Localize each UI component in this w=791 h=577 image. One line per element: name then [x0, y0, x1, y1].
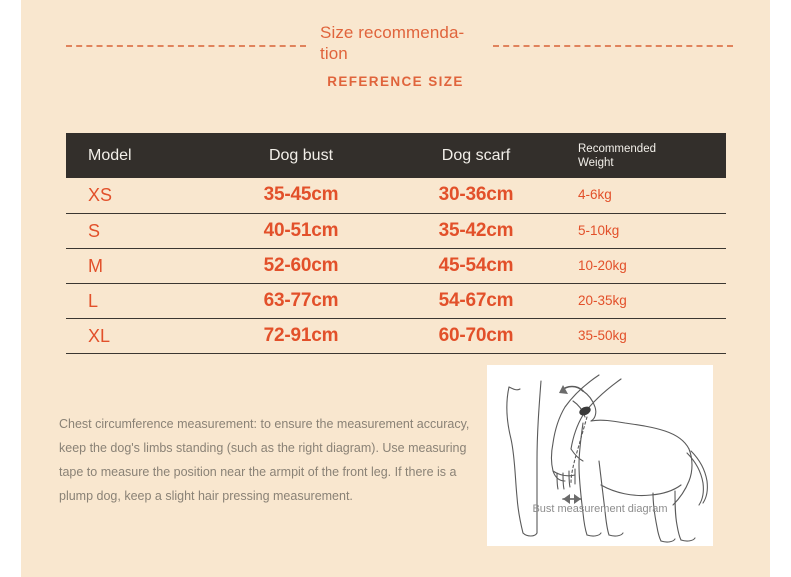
- cell-weight: 5-10kg: [578, 223, 620, 238]
- cell-model: S: [88, 221, 101, 241]
- column-header-model: Model: [88, 147, 132, 164]
- cell-bust: 72-91cm: [263, 325, 339, 346]
- page-subtitle: REFERENCE SIZE: [327, 74, 464, 89]
- cell-bust: 52-60cm: [263, 255, 339, 276]
- cell-bust: 40-51cm: [263, 220, 339, 241]
- cell-bust: 35-45cm: [263, 184, 339, 205]
- page-title-line1: Size recommenda-: [320, 23, 465, 42]
- page-panel: Size recommenda- tion REFERENCE SIZE Mod…: [21, 0, 770, 577]
- column-header-bust: Dog bust: [268, 147, 334, 164]
- bust-measurement-diagram: Bust measurement diagram: [487, 365, 713, 546]
- dashed-rule-right: [493, 45, 733, 47]
- cell-model: XL: [88, 326, 111, 346]
- cell-scarf: 35-42cm: [438, 220, 514, 241]
- table-row: XS 35-45cm 30-36cm 4-6kg: [66, 178, 726, 214]
- table-header-row: Model Dog bust Dog scarf Recommended Wei…: [66, 133, 726, 178]
- cell-weight: 35-50kg: [578, 328, 627, 343]
- dog-measurement-illustration: [506, 374, 708, 543]
- cell-bust: 63-77cm: [263, 290, 339, 311]
- diagram-caption: Bust measurement diagram: [532, 503, 668, 515]
- table-row: L 63-77cm 54-67cm 20-35kg: [66, 284, 726, 319]
- table-row: XL 72-91cm 60-70cm 35-50kg: [66, 319, 726, 354]
- column-header-scarf: Dog scarf: [441, 147, 511, 164]
- cell-scarf: 30-36cm: [438, 184, 514, 205]
- table-row: M 52-60cm 45-54cm 10-20kg: [66, 249, 726, 284]
- cell-model: M: [88, 256, 103, 276]
- cell-model: L: [88, 291, 99, 311]
- page-title-line2: tion: [320, 44, 348, 63]
- dashed-rule-left: [66, 45, 306, 47]
- page-title: Size recommenda- tion: [320, 22, 480, 64]
- measurement-description: Chest circumference measurement: to ensu…: [59, 417, 470, 503]
- table-row: S 40-51cm 35-42cm 5-10kg: [66, 214, 726, 249]
- cell-model: XS: [88, 185, 113, 205]
- column-header-weight-line2: Weight: [578, 157, 614, 169]
- column-header-weight-line1: Recommended: [578, 143, 656, 155]
- cell-scarf: 45-54cm: [438, 255, 514, 276]
- cell-scarf: 60-70cm: [438, 325, 514, 346]
- cell-scarf: 54-67cm: [438, 290, 514, 311]
- column-header-weight: Recommended Weight: [578, 133, 718, 178]
- cell-weight: 10-20kg: [578, 258, 627, 273]
- title-block: Size recommenda- tion REFERENCE SIZE: [21, 22, 770, 89]
- size-table: Model Dog bust Dog scarf Recommended Wei…: [66, 133, 726, 354]
- cell-weight: 4-6kg: [578, 187, 612, 202]
- cell-weight: 20-35kg: [578, 293, 627, 308]
